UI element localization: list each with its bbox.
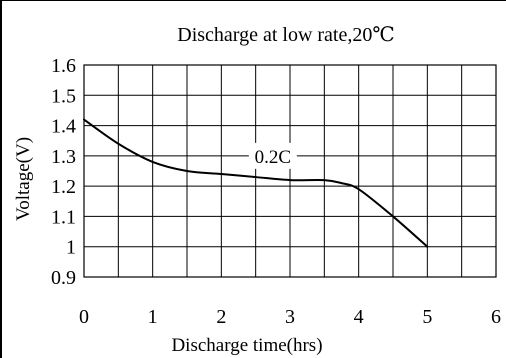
x-tick-label: 3 (285, 306, 295, 328)
annotations: 0.2C (248, 142, 297, 169)
axes: 0.9 1 1.1 1.2 1.3 1.4 1.5 1.6 0 1 2 3 4 5 6 (51, 55, 501, 328)
series-annotation-label: 0.2C (255, 147, 291, 168)
y-tick-label: 1 (66, 237, 76, 259)
y-tick-label: 1.1 (51, 206, 76, 228)
series-layer (83, 118, 429, 248)
plot-border (83, 64, 497, 278)
y-tick-label: 1.3 (51, 146, 76, 168)
x-tick-label: 4 (354, 306, 364, 328)
grid (83, 64, 497, 278)
y-tick-label: 1.2 (51, 176, 76, 198)
x-tick-label: 0 (79, 306, 89, 328)
y-axis-label: Voltage(V) (13, 137, 34, 221)
y-tick-label: 1.4 (51, 116, 76, 138)
y-tick-label: 1.6 (51, 55, 76, 77)
x-tick-label: 2 (216, 306, 226, 328)
x-tick-label: 1 (148, 306, 158, 328)
x-tick-label: 6 (491, 306, 501, 328)
y-tick-label: 0.9 (51, 267, 76, 289)
x-axis-label: Discharge time(hrs) (171, 335, 322, 356)
annotation-background (248, 142, 297, 169)
y-tick-label: 1.5 (51, 85, 76, 107)
chart-title: Discharge at low rate,20℃ (177, 24, 395, 46)
series-line-0-2c (83, 118, 429, 248)
x-tick-label: 5 (422, 306, 432, 328)
